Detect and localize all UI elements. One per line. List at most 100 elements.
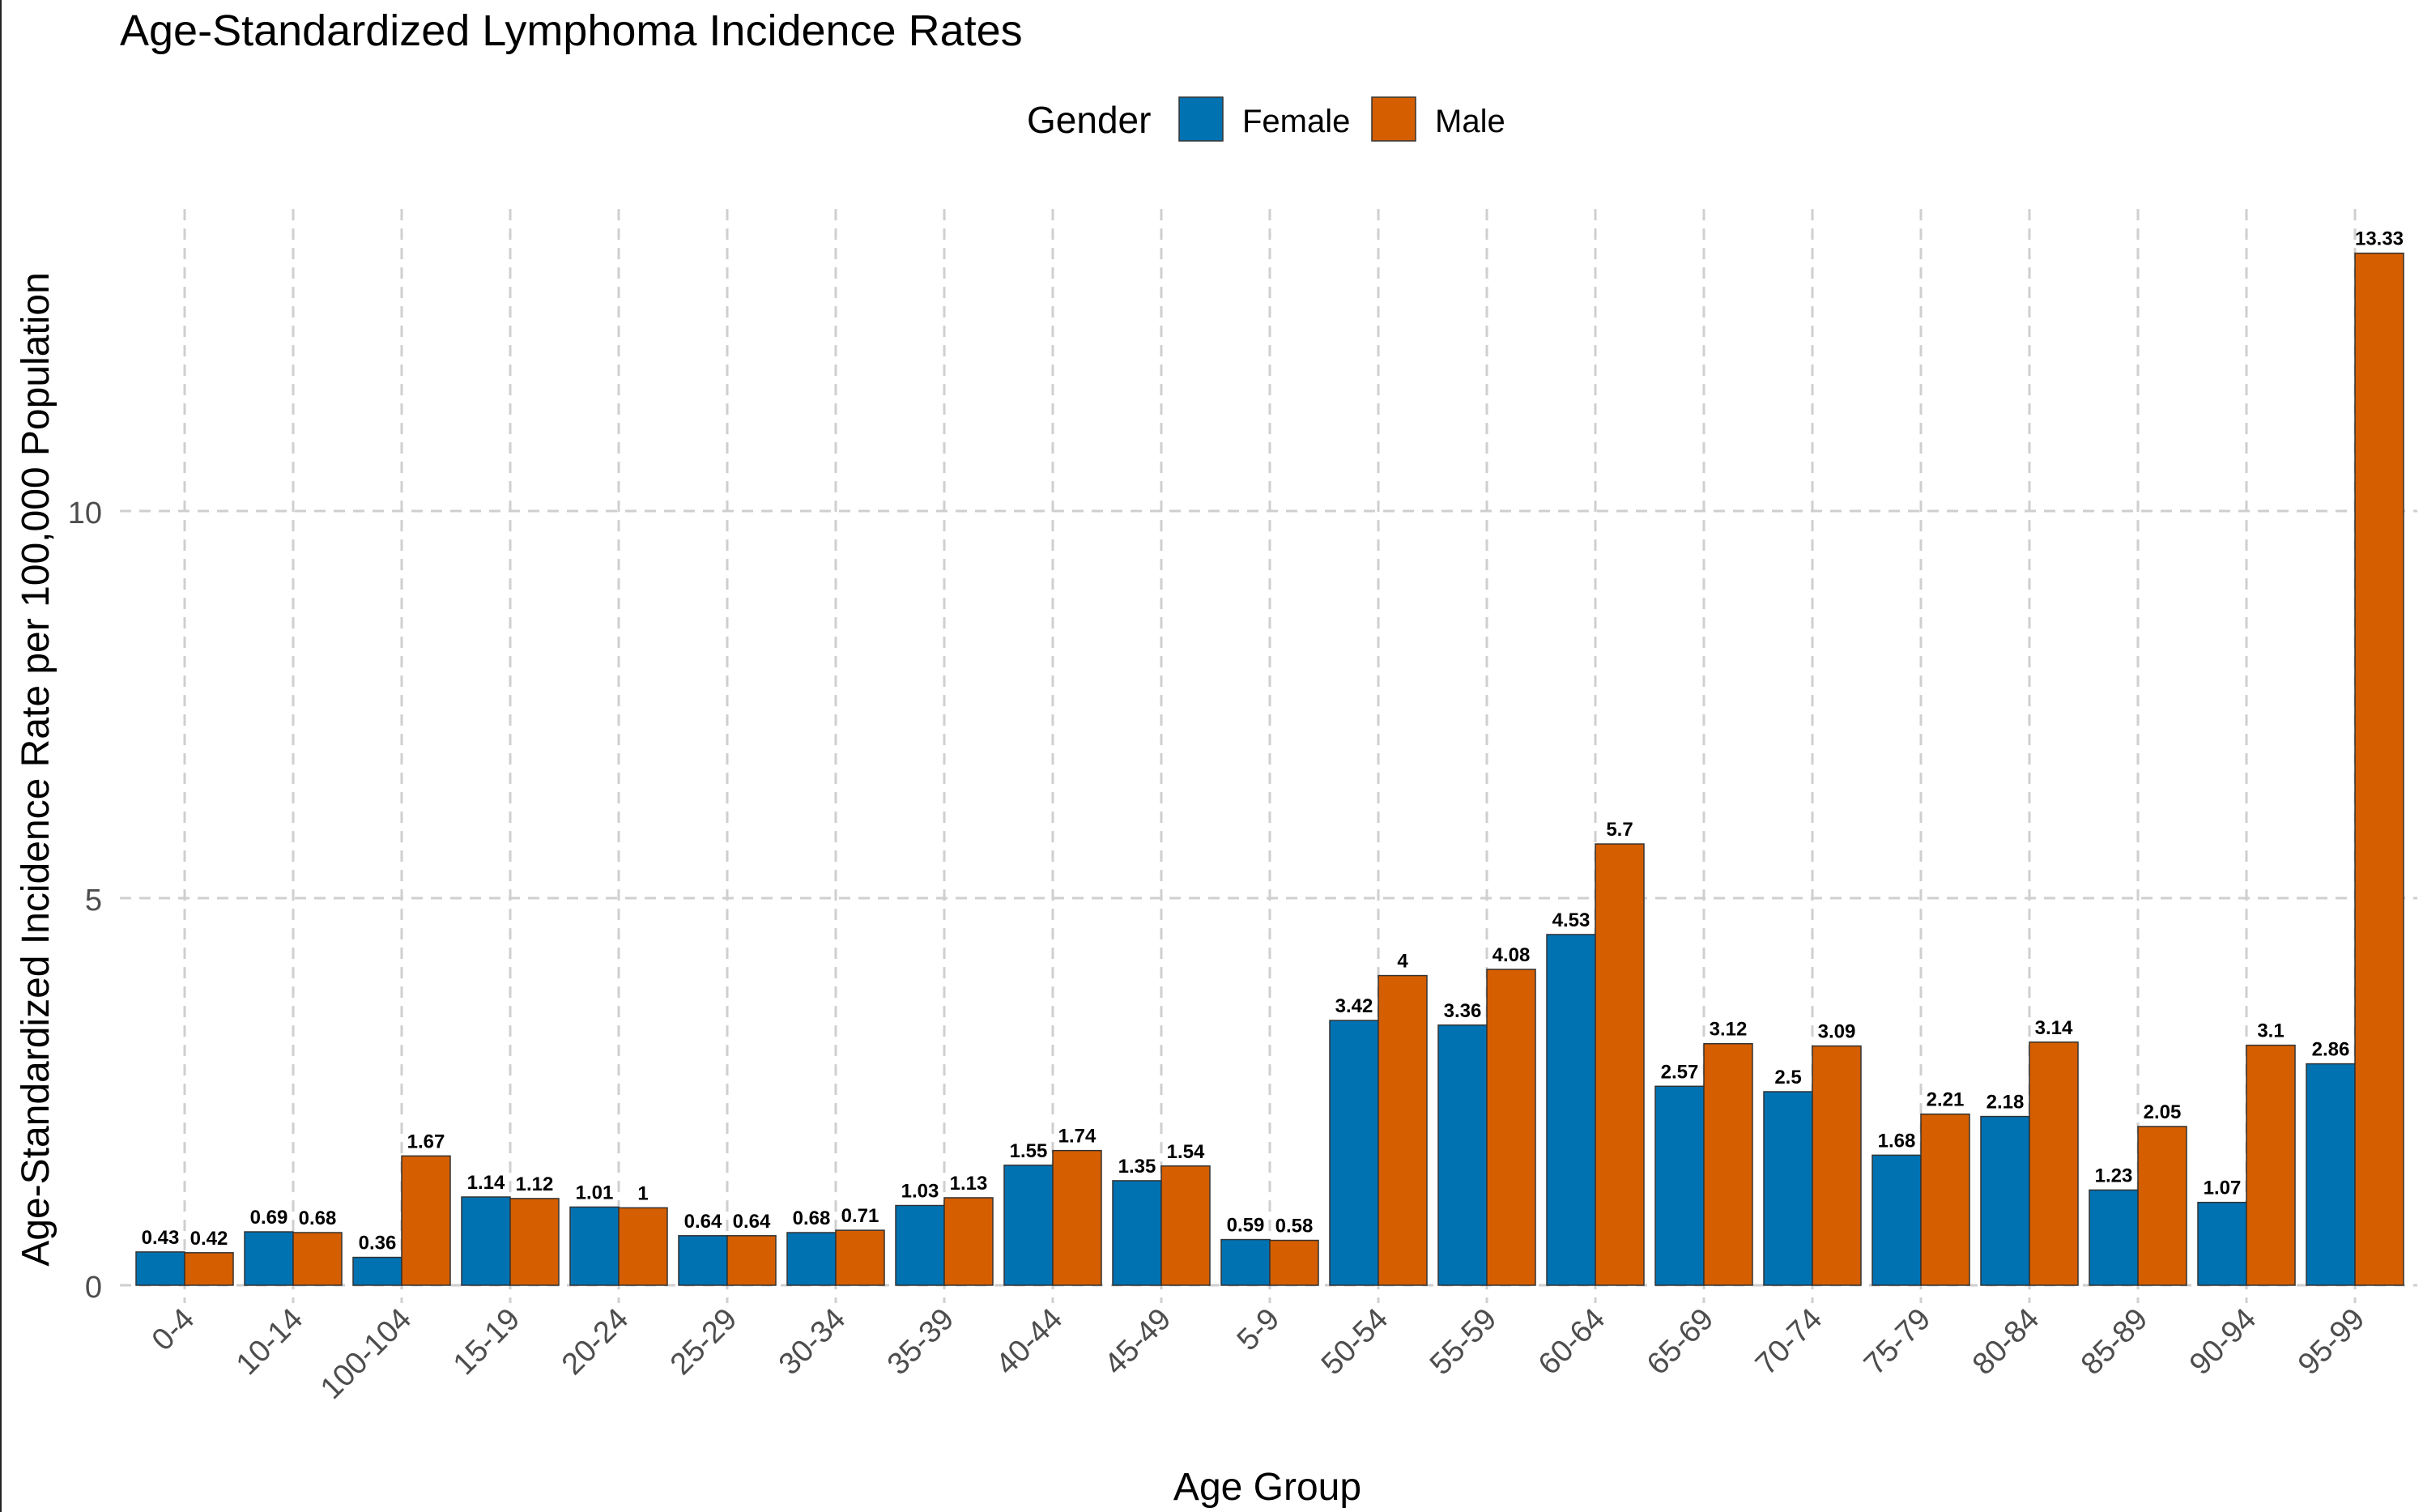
data-label-male-50-54: 4 bbox=[1397, 951, 1408, 973]
bar-male-90-94 bbox=[2246, 1044, 2296, 1286]
x-tick-label-95-99: 95-99 bbox=[2292, 1302, 2371, 1382]
data-label-male-35-39: 1.13 bbox=[950, 1173, 988, 1195]
legend-label-female: Female bbox=[1242, 104, 1350, 139]
data-label-female-70-74: 2.5 bbox=[1774, 1067, 1801, 1088]
data-label-male-80-84: 3.14 bbox=[2035, 1017, 2073, 1039]
bar-female-30-34 bbox=[786, 1232, 837, 1286]
x-tick-label-25-29: 25-29 bbox=[664, 1302, 743, 1382]
data-label-male-45-49: 1.54 bbox=[1167, 1141, 1205, 1163]
bar-male-20-24 bbox=[618, 1207, 668, 1286]
data-label-male-0-4: 0.42 bbox=[190, 1228, 228, 1250]
data-label-male-55-59: 4.08 bbox=[1493, 944, 1531, 966]
bar-female-80-84 bbox=[1980, 1115, 2030, 1286]
bar-female-95-99 bbox=[2306, 1063, 2356, 1286]
data-label-female-60-64: 4.53 bbox=[1552, 909, 1590, 931]
data-label-female-90-94: 1.07 bbox=[2204, 1178, 2242, 1199]
bar-female-50-54 bbox=[1329, 1020, 1379, 1286]
x-tick-label-30-34: 30-34 bbox=[773, 1302, 852, 1382]
data-label-female-5-9: 0.59 bbox=[1227, 1215, 1265, 1237]
data-label-female-10-14: 0.69 bbox=[250, 1207, 288, 1229]
legend-label-male: Male bbox=[1435, 104, 1505, 139]
data-label-male-100-104: 1.67 bbox=[407, 1131, 445, 1152]
bar-male-75-79 bbox=[1920, 1113, 1970, 1286]
bar-male-5-9 bbox=[1269, 1239, 1319, 1286]
data-label-male-60-64: 5.7 bbox=[1606, 819, 1633, 841]
bar-female-70-74 bbox=[1763, 1091, 1813, 1286]
bar-male-25-29 bbox=[726, 1235, 777, 1286]
data-label-male-10-14: 0.68 bbox=[299, 1207, 337, 1229]
bar-female-35-39 bbox=[895, 1204, 945, 1286]
bar-male-40-44 bbox=[1052, 1149, 1102, 1286]
data-label-male-75-79: 2.21 bbox=[1927, 1089, 1965, 1111]
x-tick-label-80-84: 80-84 bbox=[1966, 1302, 2046, 1382]
data-label-male-5-9: 0.58 bbox=[1275, 1216, 1314, 1237]
x-tick-label-90-94: 90-94 bbox=[2183, 1302, 2263, 1382]
x-tick-label-0-4: 0-4 bbox=[146, 1302, 202, 1358]
bar-female-75-79 bbox=[1872, 1154, 1922, 1286]
data-label-male-20-24: 1 bbox=[637, 1182, 648, 1204]
bar-male-60-64 bbox=[1595, 843, 1645, 1286]
bar-male-70-74 bbox=[1812, 1045, 1862, 1286]
bar-male-35-39 bbox=[943, 1197, 994, 1286]
data-label-female-80-84: 2.18 bbox=[1987, 1092, 2025, 1114]
data-label-female-100-104: 0.36 bbox=[359, 1233, 397, 1254]
data-label-female-50-54: 3.42 bbox=[1335, 995, 1373, 1017]
bar-female-60-64 bbox=[1546, 934, 1596, 1286]
data-label-male-25-29: 0.64 bbox=[733, 1211, 771, 1233]
x-tick-label-100-104: 100-104 bbox=[314, 1302, 418, 1406]
bar-male-80-84 bbox=[2029, 1041, 2079, 1286]
data-label-male-15-19: 1.12 bbox=[516, 1173, 554, 1195]
x-tick-label-35-39: 35-39 bbox=[881, 1302, 960, 1382]
bar-male-55-59 bbox=[1486, 969, 1536, 1286]
x-tick-label-55-59: 55-59 bbox=[1424, 1302, 1503, 1382]
bar-male-100-104 bbox=[401, 1155, 451, 1286]
data-label-female-15-19: 1.14 bbox=[467, 1172, 505, 1194]
grid bbox=[120, 209, 2417, 1303]
bar-male-0-4 bbox=[184, 1252, 234, 1286]
bar-female-90-94 bbox=[2197, 1201, 2247, 1286]
data-label-female-65-69: 2.57 bbox=[1661, 1061, 1699, 1083]
bar-female-0-4 bbox=[135, 1251, 185, 1286]
bar-male-50-54 bbox=[1378, 974, 1428, 1286]
chart-title: Age-Standardized Lymphoma Incidence Rate… bbox=[120, 6, 1023, 55]
bar-male-65-69 bbox=[1703, 1042, 1753, 1286]
bar-female-10-14 bbox=[244, 1231, 294, 1286]
data-label-female-45-49: 1.35 bbox=[1118, 1156, 1156, 1178]
legend-swatch-female bbox=[1178, 96, 1224, 142]
data-label-female-85-89: 1.23 bbox=[2095, 1165, 2133, 1186]
data-label-male-70-74: 3.09 bbox=[1818, 1021, 1856, 1043]
bar-female-85-89 bbox=[2089, 1189, 2139, 1286]
x-tick-label-85-89: 85-89 bbox=[2075, 1302, 2154, 1382]
y-tick-label-5: 5 bbox=[85, 884, 102, 918]
x-axis-label: Age Group bbox=[1173, 1466, 1361, 1509]
bar-female-5-9 bbox=[1220, 1238, 1271, 1286]
data-label-female-35-39: 1.03 bbox=[901, 1181, 939, 1203]
bar-female-65-69 bbox=[1654, 1085, 1705, 1286]
bar-male-30-34 bbox=[835, 1229, 885, 1286]
bar-female-15-19 bbox=[461, 1196, 511, 1286]
data-label-female-75-79: 1.68 bbox=[1878, 1130, 1916, 1152]
x-tick-label-70-74: 70-74 bbox=[1749, 1302, 1829, 1382]
y-tick-label-10: 10 bbox=[68, 496, 102, 530]
data-label-female-40-44: 1.55 bbox=[1010, 1140, 1048, 1162]
bar-female-25-29 bbox=[678, 1235, 728, 1286]
bar-male-10-14 bbox=[292, 1232, 343, 1286]
window-left-edge bbox=[0, 0, 2, 1512]
y-tick-label-0: 0 bbox=[85, 1271, 102, 1305]
data-label-male-90-94: 3.1 bbox=[2257, 1020, 2284, 1042]
bar-female-45-49 bbox=[1112, 1180, 1162, 1286]
data-label-male-40-44: 1.74 bbox=[1058, 1126, 1097, 1148]
bar-female-55-59 bbox=[1437, 1024, 1488, 1286]
data-labels: 0.43 0.42 0.69 0.68 0.36 1.67 1.14 1.12 1.01 1 0.6… bbox=[142, 228, 2404, 1254]
x-tick-label-40-44: 40-44 bbox=[990, 1302, 1069, 1382]
x-tick-label-45-49: 45-49 bbox=[1098, 1302, 1177, 1382]
data-label-female-20-24: 1.01 bbox=[576, 1182, 614, 1203]
x-tick-label-15-19: 15-19 bbox=[447, 1302, 526, 1382]
bar-male-45-49 bbox=[1160, 1165, 1211, 1286]
data-label-female-55-59: 3.36 bbox=[1444, 1000, 1482, 1022]
legend-swatch-male bbox=[1371, 96, 1416, 142]
data-label-male-65-69: 3.12 bbox=[1710, 1019, 1748, 1041]
bar-male-95-99 bbox=[2354, 252, 2404, 1286]
bars bbox=[135, 252, 2404, 1286]
